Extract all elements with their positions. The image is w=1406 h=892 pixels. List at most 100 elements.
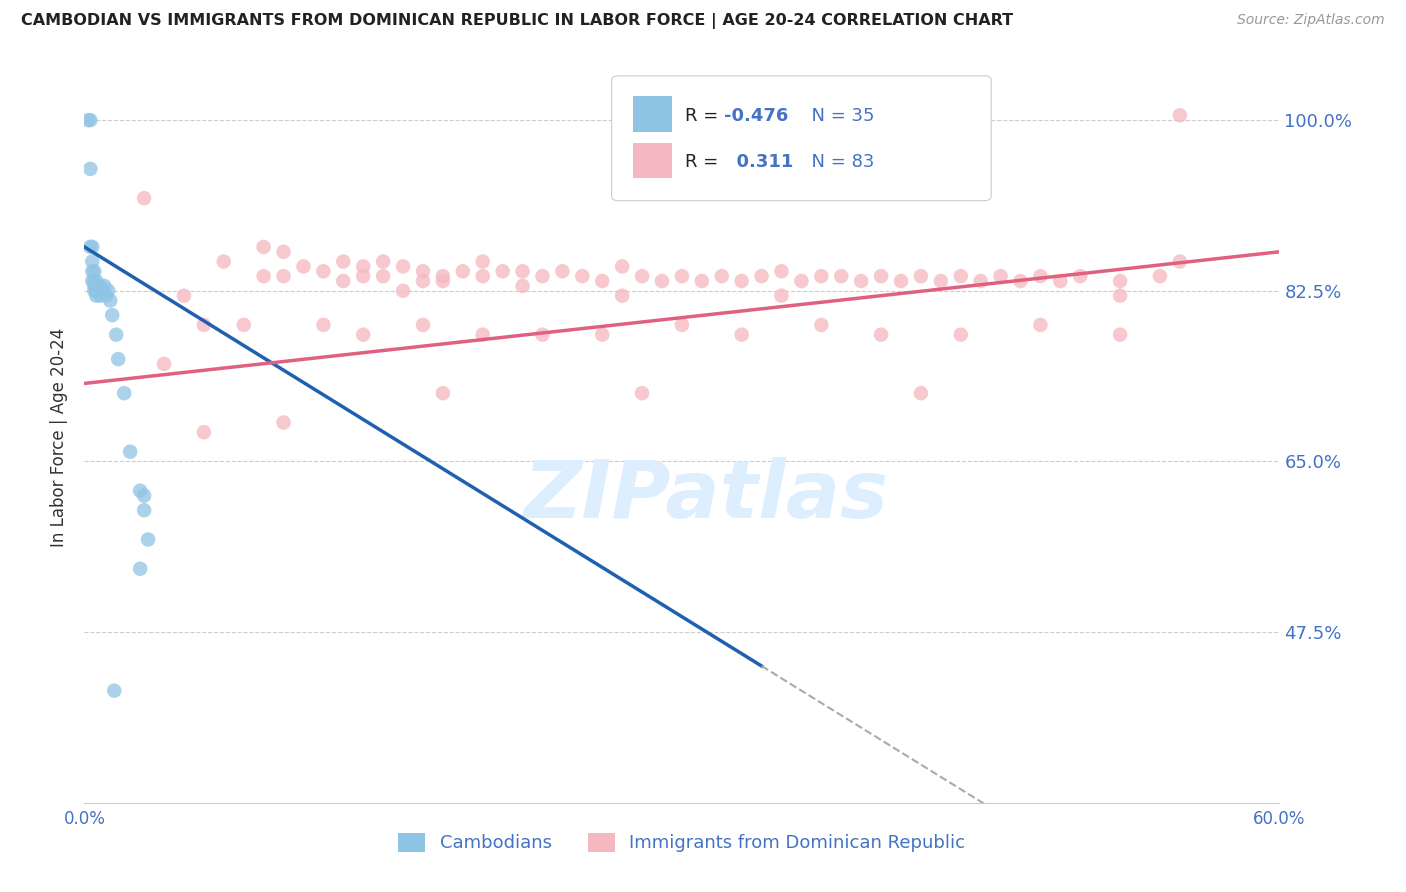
Point	[105, 327, 128, 342]
Point	[631, 386, 654, 401]
Point	[1168, 254, 1191, 268]
Point	[531, 327, 554, 342]
Point	[129, 483, 152, 498]
Point	[412, 318, 434, 332]
Point	[103, 683, 125, 698]
Point	[810, 318, 832, 332]
Point	[153, 357, 176, 371]
Point	[86, 274, 108, 288]
Point	[79, 113, 101, 128]
Point	[86, 284, 108, 298]
Point	[392, 284, 415, 298]
Point	[83, 279, 105, 293]
Point	[332, 254, 354, 268]
Point	[82, 274, 104, 288]
Point	[232, 318, 254, 332]
Point	[332, 274, 354, 288]
Point	[851, 274, 873, 288]
Point	[107, 352, 129, 367]
Point	[671, 269, 693, 284]
Point	[273, 269, 295, 284]
Point	[87, 279, 110, 293]
Point	[193, 318, 215, 332]
Text: Source: ZipAtlas.com: Source: ZipAtlas.com	[1237, 13, 1385, 28]
Point	[352, 260, 374, 274]
Point	[136, 533, 159, 547]
Point	[253, 269, 276, 284]
Point	[83, 274, 105, 288]
Text: N = 35: N = 35	[800, 107, 875, 125]
Point	[612, 288, 634, 302]
Point	[870, 327, 893, 342]
Point	[432, 274, 454, 288]
Point	[710, 269, 733, 284]
Point	[451, 264, 474, 278]
Point	[751, 269, 773, 284]
Point	[1029, 318, 1052, 332]
Point	[1069, 269, 1091, 284]
Point	[1149, 269, 1171, 284]
Point	[86, 288, 108, 302]
Point	[890, 274, 912, 288]
Point	[432, 386, 454, 401]
Point	[101, 308, 124, 322]
Point	[471, 269, 494, 284]
Point	[1049, 274, 1071, 288]
Point	[551, 264, 574, 278]
Point	[612, 260, 634, 274]
Point	[1029, 269, 1052, 284]
Point	[790, 274, 813, 288]
Point	[273, 244, 295, 259]
Point	[830, 269, 852, 284]
Point	[89, 279, 111, 293]
Point	[112, 386, 135, 401]
Text: 0.311: 0.311	[724, 153, 793, 171]
Text: CAMBODIAN VS IMMIGRANTS FROM DOMINICAN REPUBLIC IN LABOR FORCE | AGE 20-24 CORRE: CAMBODIAN VS IMMIGRANTS FROM DOMINICAN R…	[21, 13, 1014, 29]
Point	[571, 269, 593, 284]
Point	[870, 269, 893, 284]
Point	[412, 274, 434, 288]
Point	[910, 386, 932, 401]
Point	[970, 274, 993, 288]
Point	[1109, 274, 1132, 288]
Legend: Cambodians, Immigrants from Dominican Republic: Cambodians, Immigrants from Dominican Re…	[391, 826, 973, 860]
Point	[651, 274, 673, 288]
Point	[87, 284, 110, 298]
Point	[492, 264, 515, 278]
Text: R =: R =	[685, 107, 724, 125]
Point	[132, 503, 156, 517]
Point	[79, 240, 101, 254]
Point	[82, 240, 104, 254]
Point	[173, 288, 195, 302]
Point	[731, 327, 754, 342]
Point	[193, 425, 215, 440]
Point	[1109, 327, 1132, 342]
Point	[93, 279, 115, 293]
Point	[591, 327, 613, 342]
Point	[910, 269, 932, 284]
Point	[373, 269, 395, 284]
Point	[132, 191, 156, 205]
Point	[79, 161, 101, 176]
Point	[352, 269, 374, 284]
Point	[83, 284, 105, 298]
Point	[810, 269, 832, 284]
Text: N = 83: N = 83	[800, 153, 875, 171]
Point	[352, 327, 374, 342]
Point	[312, 264, 335, 278]
Point	[212, 254, 235, 268]
Point	[129, 562, 152, 576]
Point	[770, 264, 793, 278]
Point	[929, 274, 952, 288]
Point	[83, 264, 105, 278]
Point	[731, 274, 754, 288]
Point	[1168, 108, 1191, 122]
Point	[253, 240, 276, 254]
Point	[97, 284, 120, 298]
Point	[98, 293, 121, 308]
Point	[432, 269, 454, 284]
Point	[770, 288, 793, 302]
Point	[949, 269, 972, 284]
Point	[690, 274, 713, 288]
Point	[512, 264, 534, 278]
